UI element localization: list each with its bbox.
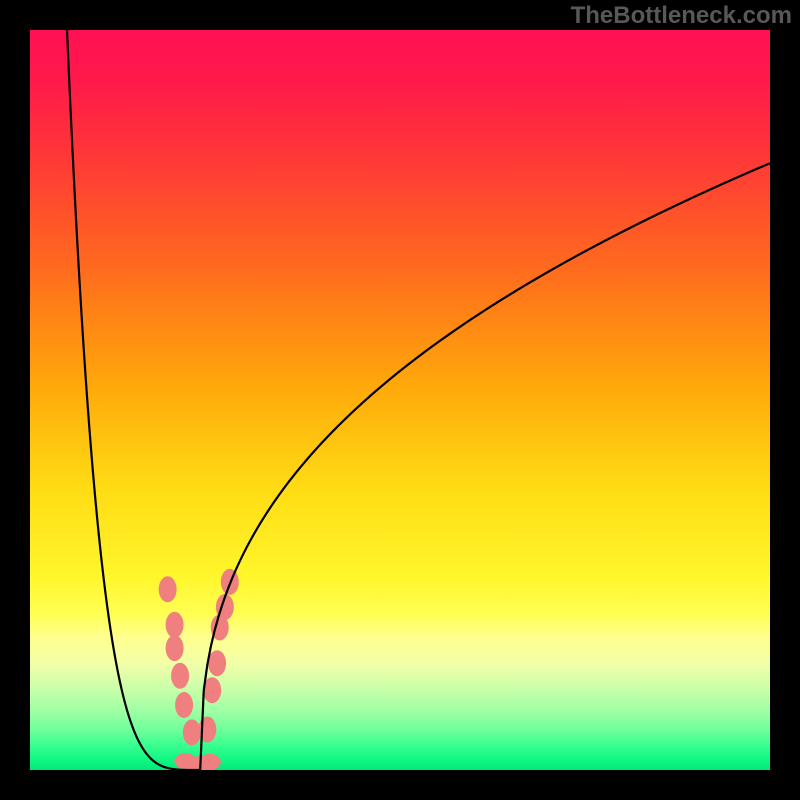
marker-group [159,569,239,770]
curve-marker [166,612,184,638]
curve-marker [171,663,189,689]
chart-frame: TheBottleneck.com [0,0,800,800]
curve-layer [30,30,770,770]
curve-marker [208,650,226,676]
curve-marker [199,754,221,770]
curve-marker [183,719,201,745]
left-curve [67,30,200,770]
plot-area [30,30,770,770]
watermark-text: TheBottleneck.com [571,2,792,30]
curve-marker [175,692,193,718]
curve-marker [166,635,184,661]
right-curve [200,163,770,770]
curve-marker [159,576,177,602]
